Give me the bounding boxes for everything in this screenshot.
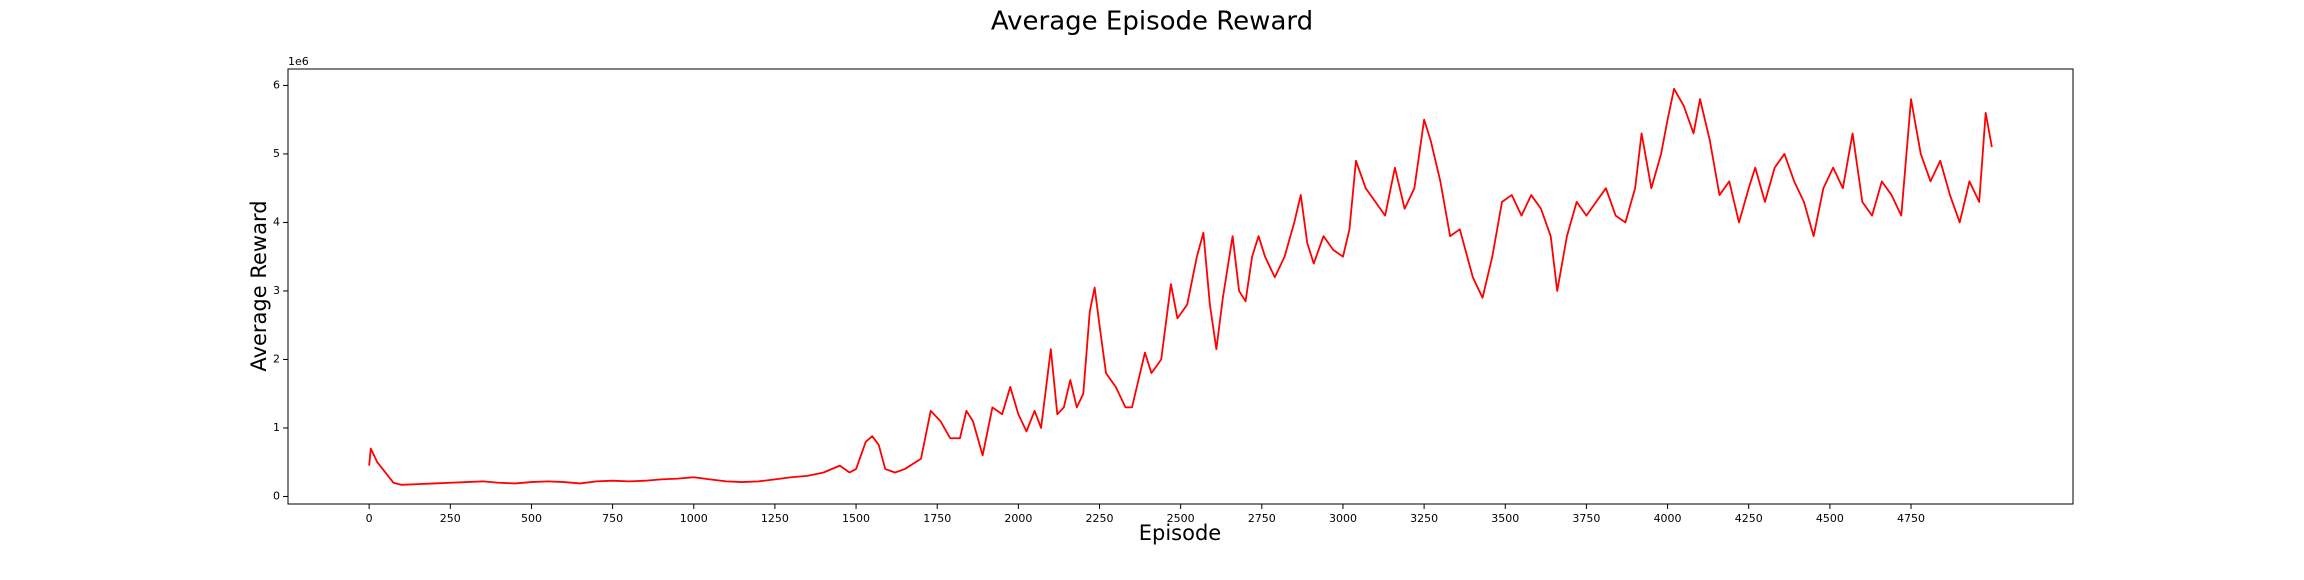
x-tick-label: 4750 [1897,512,1925,525]
y-tick-label: 2 [273,352,280,365]
x-tick-label: 2000 [1004,512,1032,525]
x-tick-label: 4250 [1735,512,1763,525]
line-series [368,87,1993,486]
x-tick-label: 1750 [923,512,951,525]
x-tick-label: 1500 [842,512,870,525]
y-tick-label: 3 [273,284,280,297]
x-tick-label: 0 [366,512,373,525]
x-axis-label: Episode [1139,521,1221,545]
x-tick-label: 250 [440,512,461,525]
y-tick-label: 4 [273,215,280,228]
x-tick-label: 4500 [1816,512,1844,525]
x-tick-label: 1250 [761,512,789,525]
plot-frame [287,68,2074,505]
y-offset-label: 1e6 [288,55,309,68]
x-tick-label: 3500 [1491,512,1519,525]
y-tick-label: 5 [273,147,280,160]
x-tick-label: 500 [521,512,542,525]
x-tick-label: 2500 [1167,512,1195,525]
y-tick-label: 6 [273,78,280,91]
y-tick-label: 1 [273,421,280,434]
x-tick-label: 1000 [680,512,708,525]
x-tick-label: 2750 [1248,512,1276,525]
x-tick-label: 3750 [1572,512,1600,525]
chart-title: Average Episode Reward [991,7,1313,37]
x-tick-label: 3000 [1329,512,1357,525]
x-tick-label: 3250 [1410,512,1438,525]
x-tick-label: 2250 [1086,512,1114,525]
x-tick-label: 750 [602,512,623,525]
x-tick-label: 4000 [1654,512,1682,525]
y-tick-label: 0 [273,489,280,502]
y-axis-label: Average Reward [247,200,271,371]
